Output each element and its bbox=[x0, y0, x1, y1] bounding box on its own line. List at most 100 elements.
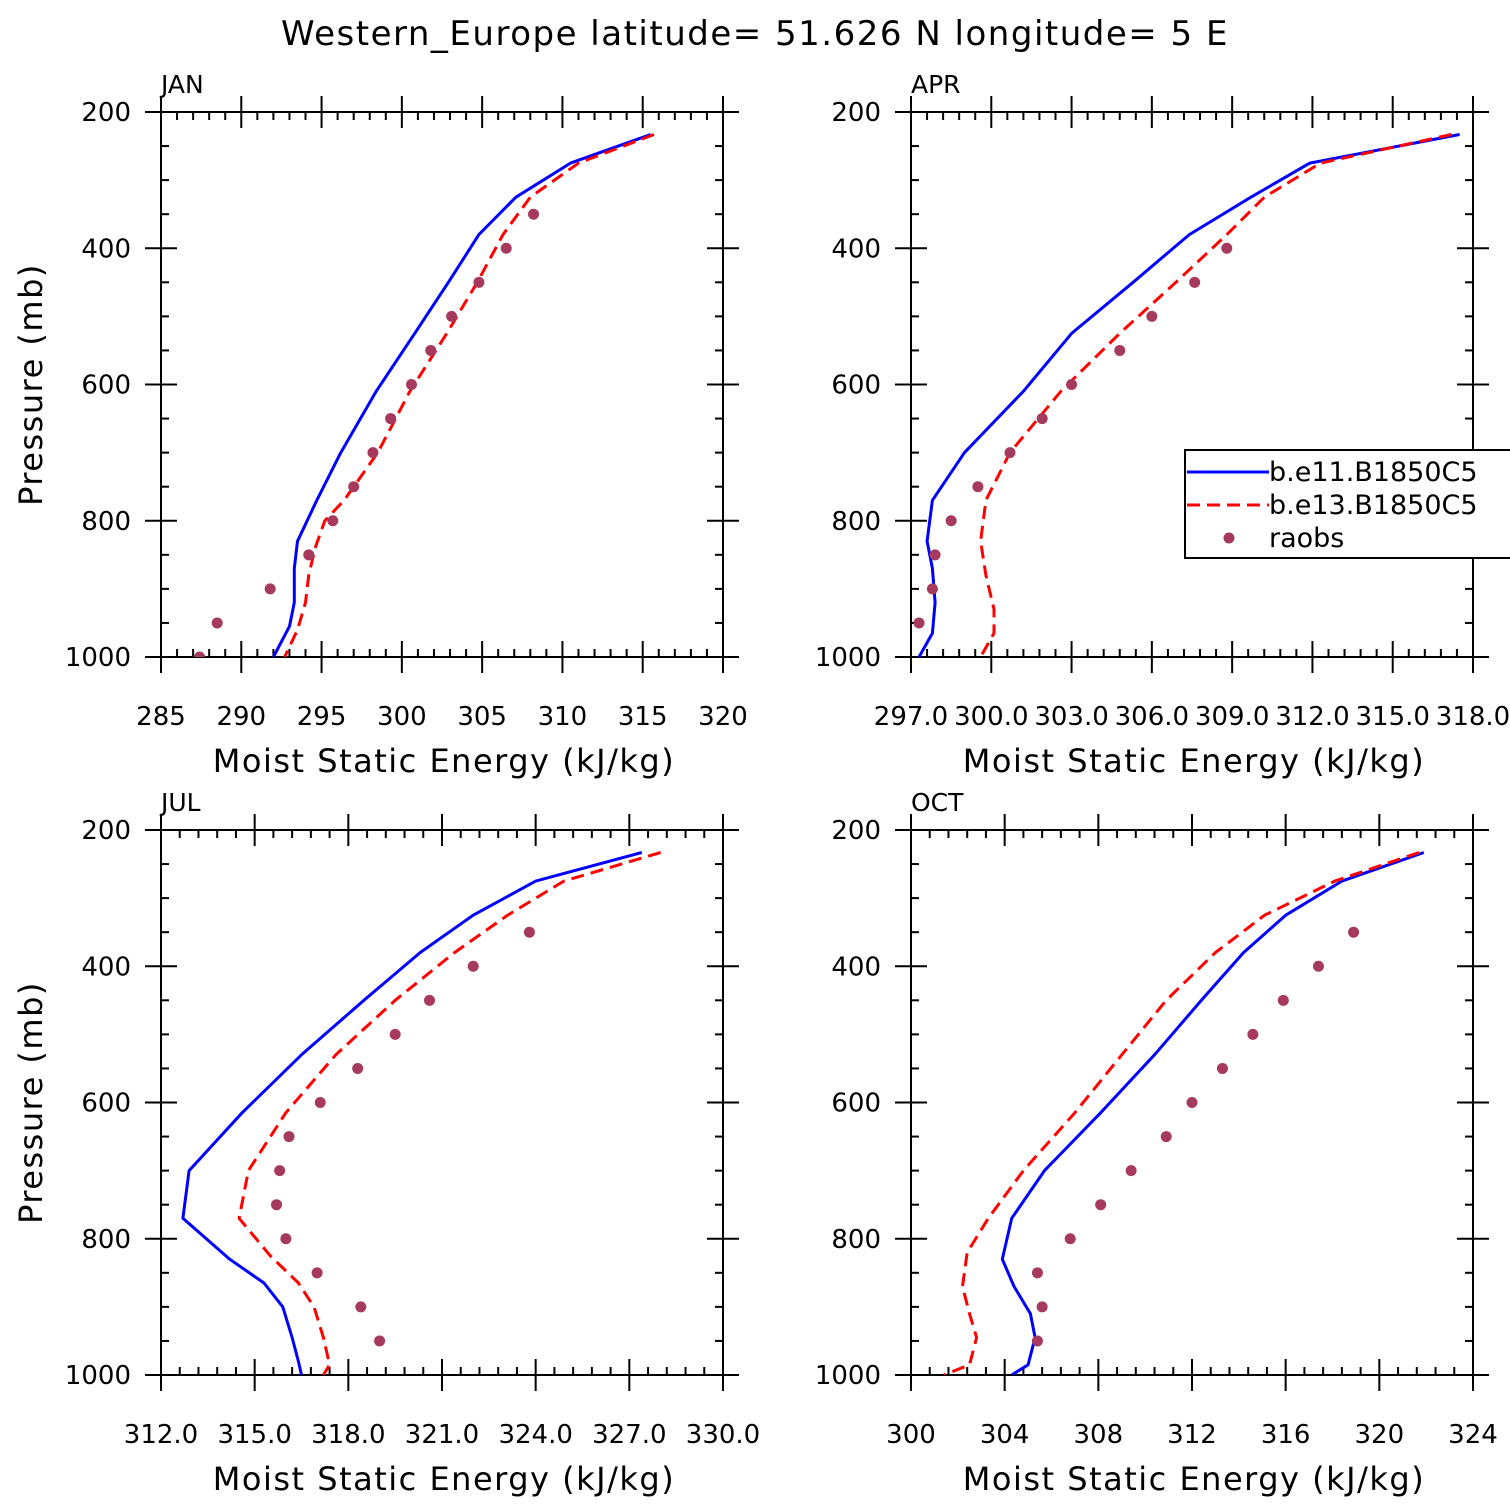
plot-frame bbox=[910, 111, 1474, 658]
y-tick-label: 400 bbox=[81, 234, 131, 264]
panels: JAN 285 290 295 300 305 310 315 320 200 400 600 800 1… bbox=[12, 70, 1510, 1498]
raobs-point bbox=[528, 208, 540, 220]
raobs-point bbox=[523, 926, 535, 938]
raobs-point bbox=[1348, 926, 1360, 938]
raobs-point bbox=[274, 1165, 286, 1177]
panel-label: OCT bbox=[911, 788, 964, 817]
x-tick-label: 316 bbox=[1261, 1420, 1311, 1450]
series-line bbox=[1000, 851, 1425, 1375]
y-tick-label: 200 bbox=[81, 816, 131, 846]
raobs-point bbox=[1186, 1097, 1198, 1108]
x-tick-label: 312 bbox=[1167, 1420, 1217, 1450]
plot-frame bbox=[910, 829, 1474, 1376]
legend-label: raobs bbox=[1269, 523, 1344, 554]
y-axis-label: Pressure (mb) bbox=[12, 263, 50, 506]
series-line bbox=[181, 851, 643, 1375]
raobs-point bbox=[1004, 447, 1016, 459]
x-tick-label: 305 bbox=[457, 702, 507, 732]
series-line bbox=[283, 133, 655, 657]
raobs-point bbox=[425, 344, 437, 356]
raobs-point bbox=[327, 515, 339, 527]
raobs-point bbox=[1095, 1199, 1107, 1211]
x-tick-label: 285 bbox=[136, 702, 186, 732]
raobs-point bbox=[1064, 1233, 1076, 1245]
figure-title: Western_Europe latitude= 51.626 N longit… bbox=[281, 14, 1229, 54]
raobs-point bbox=[314, 1097, 326, 1108]
raobs-point bbox=[1277, 994, 1289, 1006]
x-axis-label: Moist Static Energy (kJ/kg) bbox=[213, 742, 675, 780]
x-tick-label: 306.0 bbox=[1115, 702, 1189, 732]
raobs-point bbox=[913, 617, 925, 629]
x-tick-label: 321.0 bbox=[405, 1420, 479, 1450]
legend-label: b.e13.B1850C5 bbox=[1269, 490, 1478, 521]
x-tick-label: 297.0 bbox=[874, 702, 948, 732]
raobs-point bbox=[1216, 1062, 1228, 1074]
series-line bbox=[943, 851, 1420, 1375]
raobs-point bbox=[264, 583, 276, 595]
x-tick-label: 300 bbox=[886, 1420, 936, 1450]
raobs-point bbox=[1146, 310, 1158, 322]
y-tick-label: 200 bbox=[831, 816, 881, 846]
raobs-point bbox=[385, 413, 397, 425]
raobs-point bbox=[1312, 960, 1324, 972]
y-tick-label: 400 bbox=[831, 952, 881, 982]
raobs-point bbox=[424, 994, 436, 1006]
plot-frame bbox=[160, 111, 724, 658]
raobs-point bbox=[926, 583, 938, 595]
plot-frame bbox=[160, 829, 724, 1376]
series-group bbox=[181, 851, 662, 1375]
raobs-point bbox=[500, 242, 512, 254]
y-tick-label: 400 bbox=[831, 234, 881, 264]
raobs-point bbox=[945, 515, 957, 527]
raobs-point bbox=[367, 447, 379, 459]
y-tick-label: 800 bbox=[81, 1225, 131, 1255]
panel-label: APR bbox=[911, 70, 961, 99]
raobs-point bbox=[374, 1335, 386, 1347]
x-tick-label: 310 bbox=[538, 702, 588, 732]
y-tick-label: 200 bbox=[831, 98, 881, 128]
panel-oct: OCT 300 304 308 312 316 320 324 200 400 600 800 1000… bbox=[815, 788, 1498, 1498]
raobs-point bbox=[1221, 242, 1233, 254]
series-group bbox=[943, 851, 1425, 1375]
x-tick-label: 318.0 bbox=[311, 1420, 385, 1450]
x-tick-label: 308 bbox=[1074, 1420, 1124, 1450]
x-tick-label: 324.0 bbox=[498, 1420, 572, 1450]
y-tick-label: 800 bbox=[831, 507, 881, 537]
x-tick-label: 324 bbox=[1448, 1420, 1498, 1450]
raobs-point bbox=[271, 1199, 283, 1211]
raobs-point bbox=[1031, 1267, 1043, 1279]
raobs-point bbox=[194, 651, 206, 657]
y-tick-label: 800 bbox=[81, 507, 131, 537]
x-tick-label: 304 bbox=[980, 1420, 1030, 1450]
x-axis-label: Moist Static Energy (kJ/kg) bbox=[963, 1460, 1425, 1498]
raobs-point bbox=[389, 1028, 401, 1040]
x-tick-label: 300.0 bbox=[954, 702, 1028, 732]
x-tick-label: 318.0 bbox=[1436, 702, 1510, 732]
series-group bbox=[913, 133, 1460, 657]
panel-apr: APR 297.0 300.0 303.0 306.0 309.0 312.0 315.0 31… bbox=[815, 70, 1510, 780]
raobs-point bbox=[211, 617, 223, 629]
raobs-point bbox=[280, 1233, 292, 1245]
y-tick-label: 1000 bbox=[65, 1361, 131, 1391]
raobs-point bbox=[303, 549, 315, 561]
y-axis-label: Pressure (mb) bbox=[12, 981, 50, 1224]
y-tick-label: 600 bbox=[831, 371, 881, 401]
x-tick-label: 303.0 bbox=[1034, 702, 1108, 732]
y-tick-label: 1000 bbox=[65, 643, 131, 673]
x-tick-label: 309.0 bbox=[1195, 702, 1269, 732]
raobs-point bbox=[283, 1131, 295, 1143]
raobs-point bbox=[352, 1062, 364, 1074]
raobs-point bbox=[473, 276, 485, 288]
x-tick-label: 312.0 bbox=[124, 1420, 198, 1450]
y-tick-label: 200 bbox=[81, 98, 131, 128]
panel-label: JUL bbox=[159, 788, 201, 817]
legend-label: b.e11.B1850C5 bbox=[1269, 457, 1478, 488]
x-tick-label: 295 bbox=[297, 702, 347, 732]
raobs-point bbox=[348, 481, 360, 493]
x-tick-label: 320 bbox=[1355, 1420, 1405, 1450]
raobs-point bbox=[1189, 276, 1201, 288]
x-tick-label: 315 bbox=[618, 702, 668, 732]
series-line bbox=[917, 133, 1460, 657]
